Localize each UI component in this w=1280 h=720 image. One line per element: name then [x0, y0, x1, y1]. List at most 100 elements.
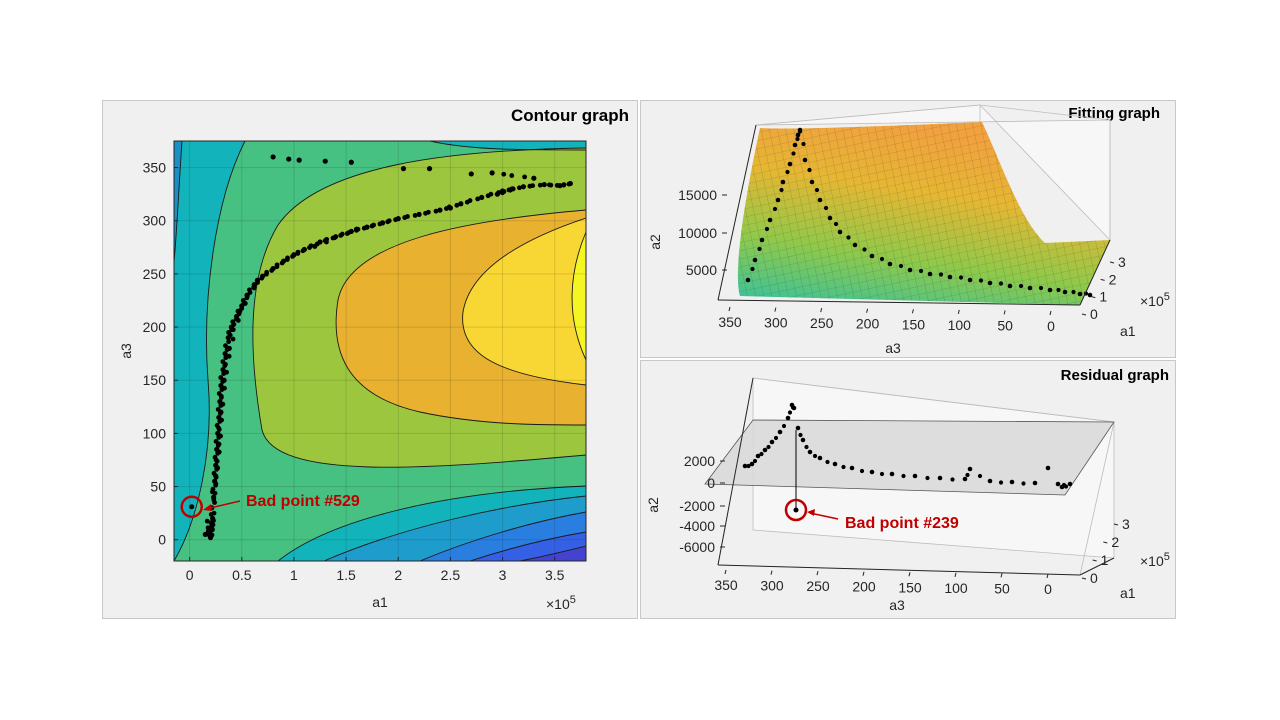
contour-data-point [205, 525, 211, 531]
contour-data-point [230, 336, 236, 342]
contour-data-point [215, 465, 221, 471]
residual-data-point [925, 475, 930, 481]
residual-data-point [889, 471, 895, 477]
contour-ytick-label: 300 [143, 213, 167, 229]
fitting-chart: 350 300 250 200 150 100 50 0012350001000015000 … [647, 104, 1170, 356]
residual-data-point [1055, 481, 1061, 487]
contour-data-point [308, 243, 314, 249]
contour-data-point [488, 191, 494, 197]
residual-ytick-label: 3 [1122, 516, 1130, 532]
fitting-data-point [814, 187, 820, 193]
residual-data-point [787, 410, 793, 415]
contour-ytick-label: 50 [150, 479, 166, 495]
bad-point-label: Bad point #529 [246, 493, 360, 510]
fitting-data-point [869, 253, 875, 259]
contour-data-point [244, 293, 250, 299]
contour-data-point [531, 175, 537, 181]
contour-bad-point-annotation: Bad point #529 [180, 493, 360, 519]
fitting-ztick-label: 10000 [678, 225, 717, 241]
residual-data-point [749, 461, 755, 467]
fitting-data-point [879, 256, 885, 262]
contour-data-point [541, 181, 547, 188]
contour-xtick-label: 2.5 [441, 567, 461, 583]
contour-data-point [501, 171, 507, 177]
contour-data-point [393, 217, 398, 223]
bad-point-circle [180, 495, 203, 519]
contour-data-point [211, 470, 217, 476]
contour-data-point [218, 382, 224, 389]
residual-data-point [812, 453, 818, 459]
residual-ztick-label: 0 [707, 475, 715, 491]
contour-data-point [270, 154, 276, 160]
residual-data-points [742, 402, 1073, 490]
fitting-data-point [779, 187, 784, 193]
residual-bad-arrow [809, 512, 839, 520]
residual-data-point [967, 466, 973, 472]
fitting-data-point [757, 246, 762, 252]
contour-data-point [324, 239, 329, 245]
contour-data-point [458, 201, 464, 207]
residual-data-point [1067, 481, 1073, 487]
contour-x-exponent: ×105 [546, 594, 576, 612]
residual-data-point [859, 468, 865, 474]
contour-xtick-label: 3 [499, 567, 507, 583]
contour-ytick-label: 150 [143, 372, 167, 388]
residual-xtick-label: 250 [806, 578, 830, 594]
fitting-xtick-label: 100 [948, 317, 972, 333]
fitting-data-points [745, 127, 1093, 298]
contour-data-point [416, 211, 422, 217]
contour-data-point [204, 518, 210, 524]
fitting-surface [737, 122, 1110, 305]
fitting-data-point [1056, 287, 1061, 293]
contour-data-point [259, 275, 265, 281]
residual-data-point [1063, 484, 1069, 489]
fitting-data-point [752, 257, 758, 263]
fitting-data-point [898, 263, 904, 269]
residual-data-point [755, 453, 761, 459]
fitting-ytick-label: 1 [1099, 289, 1107, 305]
contour-data-point [322, 158, 328, 164]
contour-data-point [239, 306, 245, 311]
contour-ytick-label: 200 [143, 319, 167, 335]
fitting-data-point [1007, 283, 1013, 289]
contour-data-point [437, 207, 443, 213]
fitting-data-point [802, 157, 808, 163]
residual-ztick-label: -4000 [679, 518, 715, 534]
residual-data-point [781, 423, 787, 429]
contour-data-point [274, 262, 280, 268]
contour-data-point [400, 166, 407, 172]
contour-data-point [426, 166, 433, 172]
contour-data-point [355, 226, 361, 232]
contour-data-point [210, 489, 215, 495]
contour-xtick-label: 0 [186, 567, 194, 583]
residual-data-point [746, 463, 751, 469]
fitting-data-point [797, 127, 803, 133]
contour-ytick-label: 0 [158, 532, 166, 548]
contour-data-point [222, 351, 228, 357]
fitting-ytick-label: 3 [1118, 254, 1126, 270]
residual-ytick-label: 0 [1090, 570, 1098, 586]
contour-data-point [344, 231, 350, 236]
bad-point-arrowhead [203, 504, 212, 511]
fitting-ytick-label: 0 [1090, 306, 1098, 322]
contour-data-point [295, 249, 301, 255]
contour-data-point [300, 248, 306, 254]
contour-data-point [290, 253, 295, 259]
contour-data-point [220, 367, 226, 373]
residual-xtick-label: 150 [898, 579, 922, 595]
contour-data-point [522, 174, 528, 180]
fitting-data-point [823, 205, 829, 211]
contour-data-point [468, 171, 474, 177]
residual-chart: Bad point #239 350 300 250 200 150 100 50 00123… [645, 377, 1170, 613]
fitting-data-point [791, 151, 796, 156]
bad-point-arrow [205, 500, 241, 510]
fitting-data-point [967, 277, 973, 283]
fitting-ztick-label: 5000 [686, 262, 717, 278]
fitting-data-point [837, 229, 843, 235]
contour-data-point [216, 425, 222, 431]
contour-data-point [235, 318, 241, 323]
residual-data-point [742, 463, 748, 469]
contour-data-point [433, 208, 439, 214]
fitting-data-point [1087, 292, 1093, 298]
contour-ytick-label: 350 [143, 160, 167, 176]
